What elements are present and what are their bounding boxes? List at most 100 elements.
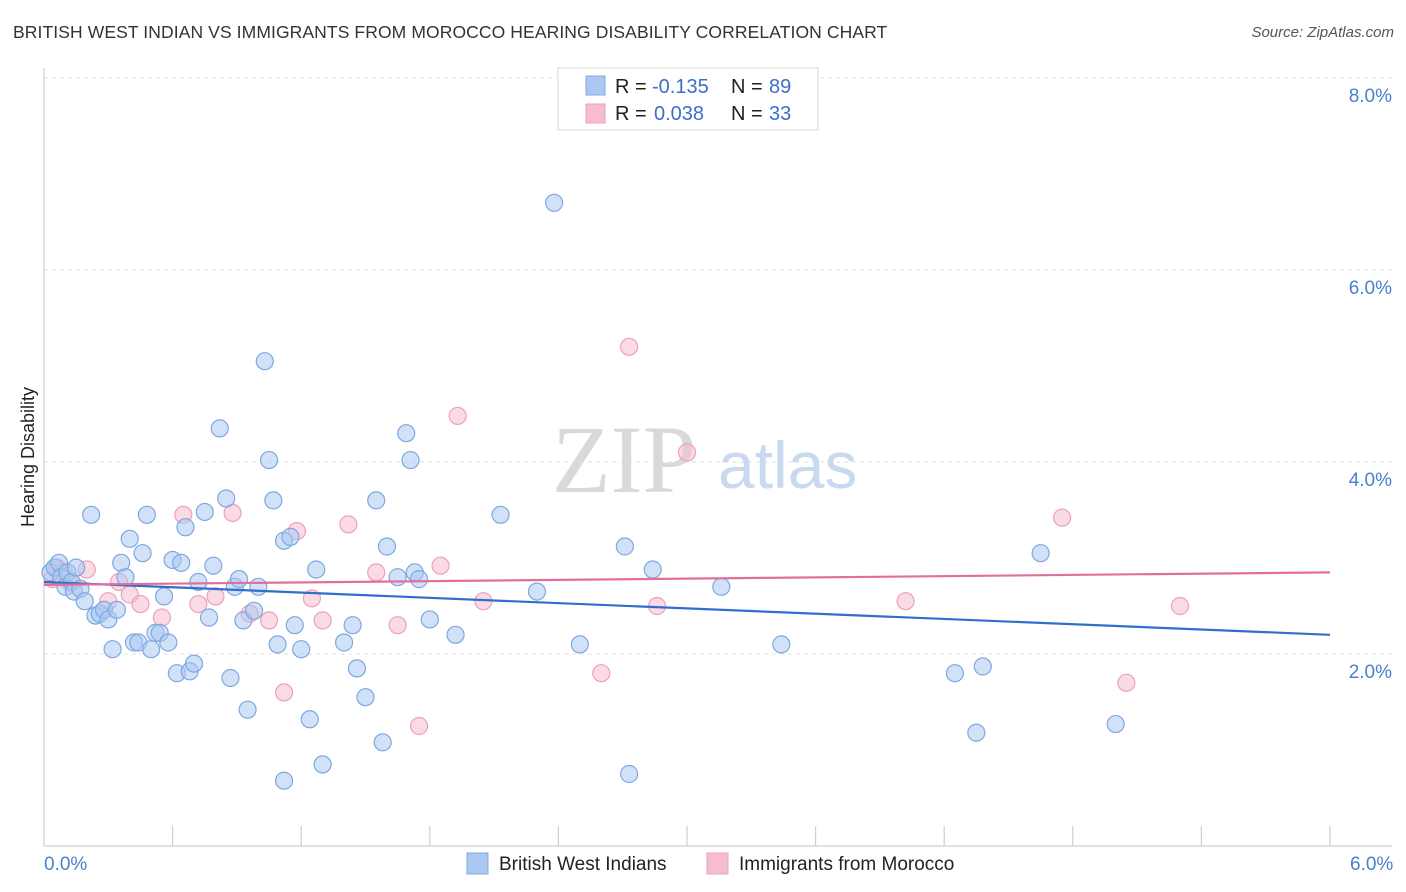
morocco-point [409,716,429,736]
watermark-zip: ZIP [552,406,696,513]
legend-r-value-1: -0.135 [652,76,709,98]
bwi-point [367,491,386,510]
bwi-point [268,635,287,654]
bwi-point [334,633,354,652]
bwi-point [967,723,986,742]
bwi-point [133,544,152,563]
bwi-point [107,600,126,619]
series-morocco-points [43,337,1190,736]
bwi-point [397,424,416,443]
bwi-point [238,700,257,719]
bwi-point [195,502,214,522]
bwi-point [401,450,420,470]
legend-r-label-2: R = [615,103,647,125]
bwi-point [229,570,249,589]
bwi-point [313,755,332,774]
bwi-point [103,640,122,659]
trend-lines [43,571,1331,636]
bwi-point [420,610,439,629]
series-legend-label-blue: British West Indians [499,854,667,875]
morocco-point [274,683,294,702]
morocco-point [1117,673,1136,692]
morocco-point [313,611,332,630]
y-tick-label: 4.0% [1349,470,1392,491]
bwi-point [210,419,229,438]
bwi-point [221,668,240,688]
bwi-point [172,553,191,572]
legend-n-label-1: N = [731,76,763,98]
morocco-point [189,594,208,614]
bwi-point [189,572,208,592]
x-tick-label-max: 6.0% [1350,854,1393,875]
bwi-point [620,764,639,784]
bwi-point [274,771,294,790]
bwi-point [67,558,86,577]
bwi-point [945,664,965,683]
series-legend-label-pink: Immigrants from Morocco [739,854,954,875]
morocco-point [259,611,279,630]
legend-swatch-pink [585,103,606,124]
bwi-point [1031,544,1050,563]
bwi-point [184,654,204,673]
legend-swatch-blue [585,75,606,96]
bwi-point [255,352,274,371]
bwi-point [377,537,397,556]
bwi-point [491,505,510,524]
morocco-point [1170,596,1190,616]
bwi-point [446,625,465,644]
bwi-point [388,568,407,587]
bwi-point [120,529,139,548]
morocco-point [367,563,386,582]
bwi-point [249,577,268,596]
chart-title: BRITISH WEST INDIAN VS IMMIGRANTS FROM M… [13,22,888,42]
y-tick-labels: 2.0% 4.0% 6.0% 8.0% [1349,86,1392,683]
x-tick-label-min: 0.0% [44,854,87,875]
source-label: Source: ZipAtlas.com [1251,24,1394,41]
morocco-point [448,406,467,426]
watermark-atlas: atlas [718,428,857,502]
morocco-point [388,616,407,635]
bwi-point [154,587,174,606]
bwi-point [159,633,178,652]
morocco-trend-line [43,571,1331,586]
bwi-point [347,659,367,678]
bwi-point [264,491,283,510]
bwi-point [409,570,429,589]
legend-n-value-1: 89 [769,76,791,98]
bwi-point [176,518,195,537]
bwi-point [300,710,319,729]
morocco-point [431,556,450,575]
bwi-point [356,688,375,707]
legend-n-label-2: N = [731,103,763,125]
morocco-point [592,664,611,683]
y-tick-label: 6.0% [1349,278,1392,299]
legend-r-value-2: 0.038 [654,103,704,125]
bwi-point [643,560,662,579]
bwi-point [545,193,564,212]
morocco-point [152,608,171,627]
morocco-point [896,592,915,611]
bwi-trend-line [43,580,1331,636]
bwi-point [259,450,279,470]
bwi-point [281,527,300,546]
bwi-point [292,640,311,659]
bwi-point [343,616,362,635]
series-legend: British West Indians Immigrants from Mor… [466,852,954,875]
bwi-point [772,635,791,654]
bwi-point [615,537,634,556]
bwi-point [244,601,264,620]
y-axis-label: Hearing Disability [18,387,38,527]
morocco-point [620,337,639,356]
gridlines [44,77,1392,655]
watermark: ZIP atlas [552,406,857,513]
y-tick-label: 8.0% [1349,86,1392,107]
legend-n-value-2: 33 [769,103,791,125]
bwi-point [285,616,304,635]
bwi-point [82,505,101,524]
bwi-point [199,608,219,627]
correlation-legend: R = -0.135 N = 89 R = 0.038 N = 33 [557,67,819,131]
legend-r-label-1: R = [615,76,647,98]
series-bwi-points [41,193,1125,790]
morocco-point [1052,508,1072,527]
